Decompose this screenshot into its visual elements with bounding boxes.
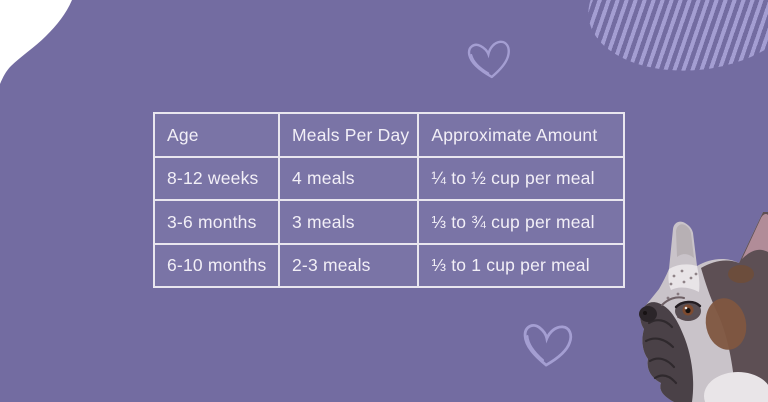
cell-meals: 2-3 meals [277,243,420,288]
heart-doodle-icon [523,324,573,367]
cell-amount: ¼ to ½ cup per meal [417,156,626,201]
column-header-approximate-amount: Approximate Amount [417,112,626,158]
cell-meals: 4 meals [277,156,420,201]
striped-blob-decoration [581,0,768,81]
white-blob-decoration [0,0,72,84]
column-header-age: Age [153,112,280,158]
cell-amount: ⅓ to 1 cup per meal [417,243,626,288]
table-row: 8-12 weeks 4 meals ¼ to ½ cup per meal [153,156,626,201]
table-header-row: Age Meals Per Day Approximate Amount [153,112,626,158]
french-bulldog-photo [639,212,768,402]
puppy-feeding-table: Age Meals Per Day Approximate Amount 8-1… [153,112,626,288]
table-row: 3-6 months 3 meals ⅓ to ¾ cup per meal [153,199,626,245]
column-header-meals-per-day: Meals Per Day [277,112,420,158]
cell-age: 6-10 months [153,243,280,288]
cell-amount: ⅓ to ¾ cup per meal [417,199,626,245]
cell-age: 3-6 months [153,199,280,245]
cell-age: 8-12 weeks [153,156,280,201]
cell-meals: 3 meals [277,199,420,245]
table-row: 6-10 months 2-3 meals ⅓ to 1 cup per mea… [153,243,626,288]
heart-doodle-icon [467,40,510,79]
